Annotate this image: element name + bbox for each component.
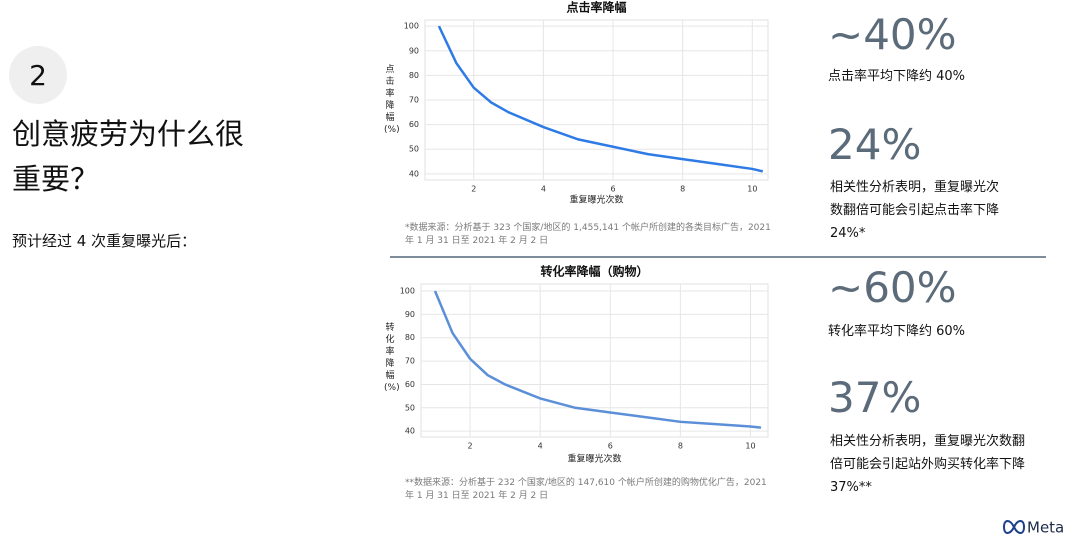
- chart-title: 点击率降幅: [566, 0, 626, 15]
- x-tick-label: 10: [747, 185, 757, 194]
- x-tick-label: 2: [468, 442, 473, 451]
- heading: 创意疲劳为什么很重要？: [12, 117, 245, 196]
- stat-value: ~60%: [828, 263, 957, 312]
- subheading: 预计经过 4 次重复曝光后：: [12, 232, 197, 250]
- footnote: *数据来源：分析基于 323 个国家/地区的 1,455,141 个帐户所创建的…: [405, 223, 771, 246]
- x-tick-label: 10: [745, 442, 755, 451]
- x-tick-label: 4: [541, 185, 546, 194]
- stat-text: 点击率平均下降约 40%: [828, 69, 966, 84]
- y-tick-label: 50: [405, 403, 415, 412]
- stat-text: 相关性分析表明，重复曝光次数翻倍可能会引起点击率下降 24%*: [830, 180, 1000, 241]
- data-line: [437, 25, 764, 173]
- plot-area: [420, 283, 769, 438]
- y-tick-label: 90: [409, 46, 419, 55]
- x-axis-label: 重复曝光次数: [569, 194, 623, 206]
- y-tick-label: 100: [400, 287, 415, 296]
- stat-value: 37%: [828, 373, 922, 422]
- y-axis-label: 点击率降幅(%): [384, 65, 400, 135]
- y-tick-label: 70: [405, 357, 415, 366]
- stat-text: 相关性分析表明，重复曝光次数翻倍可能会引起站外购买转化率下降 37%**: [830, 434, 1026, 495]
- y-tick-label: 60: [409, 120, 419, 129]
- y-axis-label: 转化率降幅(%): [384, 323, 400, 393]
- meta-logo-mark: [1002, 520, 1026, 534]
- footnote: **数据来源：分析基于 232 个国家/地区的 147,610 个帐户所创建的购…: [405, 478, 767, 501]
- number-badge: [9, 46, 67, 104]
- y-tick-label: 50: [409, 145, 419, 154]
- y-tick-label: 40: [409, 169, 419, 178]
- logo-text: Meta: [1027, 519, 1064, 537]
- slide-number: 2: [29, 59, 47, 92]
- y-tick-label: 90: [405, 310, 415, 319]
- x-axis-label: 重复曝光次数: [567, 453, 621, 465]
- y-tick-label: 40: [405, 427, 415, 436]
- stat-value: 24%: [828, 120, 922, 169]
- y-tick-label: 70: [409, 96, 419, 105]
- y-tick-label: 60: [405, 380, 415, 389]
- y-tick-label: 100: [404, 22, 419, 31]
- stat-text: 转化率平均下降约 60%: [828, 324, 966, 339]
- x-tick-label: 8: [680, 185, 685, 194]
- chart-title: 转化率降幅（购物）: [540, 264, 648, 279]
- x-tick-label: 6: [608, 442, 613, 451]
- stat-value: ~40%: [828, 10, 957, 59]
- x-tick-label: 2: [471, 185, 476, 194]
- x-tick-label: 8: [678, 442, 683, 451]
- x-tick-label: 6: [610, 185, 615, 194]
- data-line: [433, 290, 762, 429]
- y-tick-label: 80: [405, 333, 415, 342]
- y-tick-label: 80: [409, 71, 419, 80]
- x-tick-label: 4: [538, 442, 543, 451]
